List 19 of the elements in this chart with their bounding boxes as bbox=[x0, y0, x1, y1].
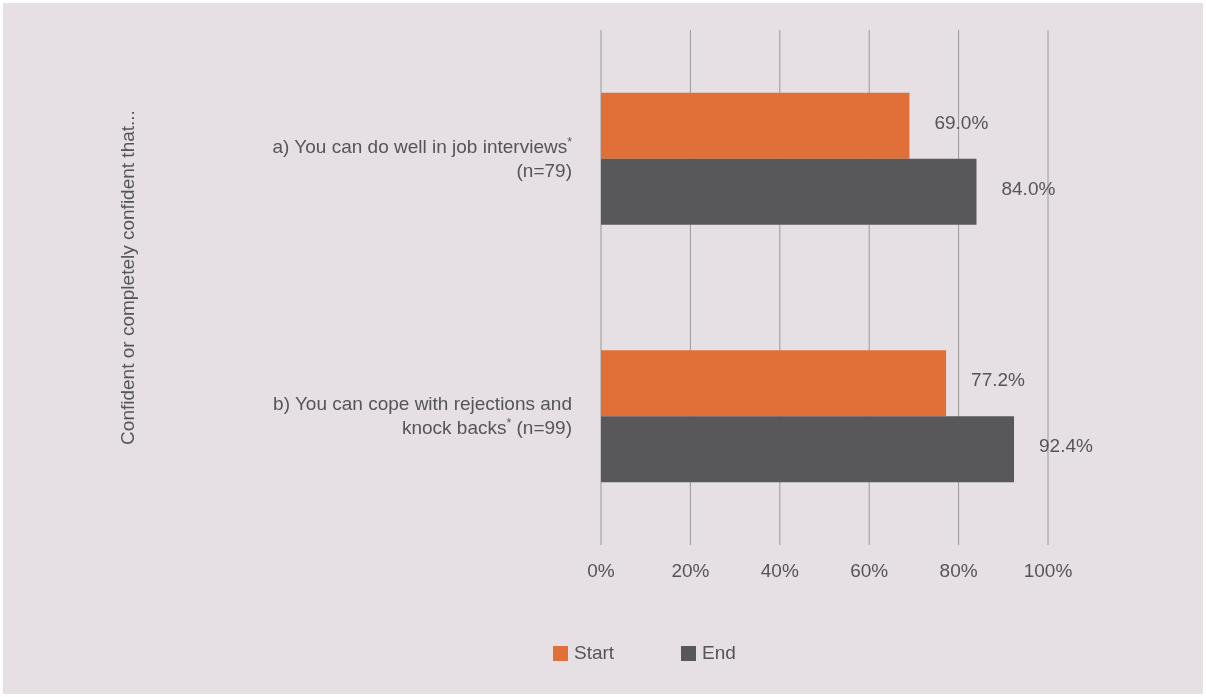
data-label: 92.4% bbox=[1039, 435, 1094, 457]
data-label: 77.2% bbox=[971, 369, 1026, 391]
bar bbox=[601, 350, 947, 417]
x-tick-label: 40% bbox=[760, 560, 799, 581]
x-tick-label: 60% bbox=[850, 560, 889, 581]
y-tick-label: a) You can do well in job interviews$^{*}$ (n=79) bbox=[272, 134, 573, 181]
text: Confident or completely confident that... bbox=[117, 110, 138, 445]
data-label: 84.0% bbox=[1001, 177, 1056, 199]
x-tick-label: 0% bbox=[587, 560, 615, 581]
legend-label: Start bbox=[574, 642, 615, 664]
x-tick-label: 20% bbox=[671, 560, 710, 581]
bar bbox=[601, 158, 977, 225]
bar bbox=[601, 416, 1015, 483]
x-tick-label: 80% bbox=[939, 560, 978, 581]
bar bbox=[601, 92, 910, 159]
y-tick-label: b) You can cope with rejections and knock backs$^{*}$ (n=99) bbox=[273, 393, 572, 439]
data-label: 69.0% bbox=[934, 111, 989, 133]
x-tick-label: 100% bbox=[1023, 560, 1073, 581]
legend-label: End bbox=[702, 642, 736, 664]
